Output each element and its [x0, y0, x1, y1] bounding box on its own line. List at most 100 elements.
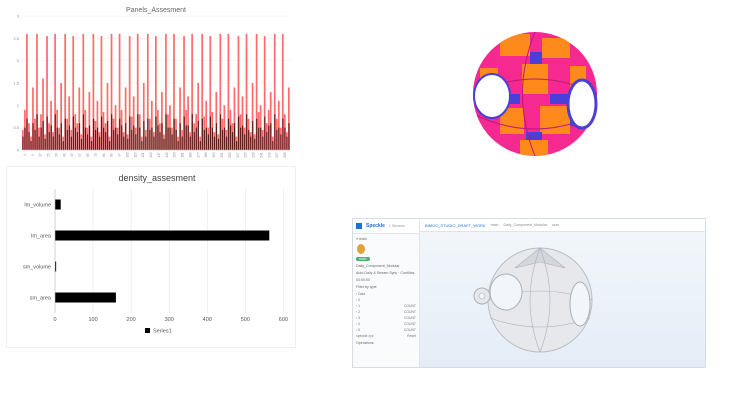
x-tick-label: 265: [283, 152, 287, 158]
viewer-canvas[interactable]: [420, 232, 705, 367]
bar-series2: [217, 138, 220, 150]
branch-pill[interactable]: main: [356, 257, 370, 261]
bar-series1: [277, 100, 280, 150]
bar-series2: [32, 123, 34, 150]
footer-left[interactable]: speckle.xyz: [356, 334, 374, 338]
bar-series2: [195, 127, 197, 150]
bar-series1: [136, 33, 139, 150]
x-tick-label: 1: [23, 154, 27, 156]
bar-series2: [26, 118, 28, 150]
bar-series1: [88, 91, 91, 150]
tree-row-value: COUNT: [403, 316, 416, 320]
bar-series2: [30, 141, 32, 150]
bar-series2: [137, 114, 139, 150]
bar-series2: [207, 134, 209, 150]
x-tick-label: 105: [125, 152, 129, 158]
bar-series1: [161, 91, 163, 150]
bar-series2: [280, 134, 282, 150]
x-tick-label: 33: [54, 153, 58, 157]
footer-right[interactable]: Reset: [407, 334, 416, 338]
bar-series2: [70, 136, 72, 150]
bar-series1: [78, 87, 81, 150]
bar-series2: [143, 120, 145, 150]
bar-series2: [221, 129, 224, 150]
bar-series2: [46, 116, 48, 150]
bar-series1: [150, 100, 153, 150]
panels-assesment-svg: Panels_Assesment 0 0.5 1 1.5 2 2.5 3 1 9 17 25 33 41 4…: [13, 7, 290, 158]
tree-row[interactable]: › 4 COUNT: [356, 322, 416, 326]
object-tree: › Data › 0 › 1 COUNT › 2 COUNT › 3 COUNT › 4 COUN…: [353, 292, 419, 332]
tree-row[interactable]: › Data: [356, 292, 416, 296]
tree-row-label: › 3: [356, 316, 360, 320]
breadcrumb-branch[interactable]: main: [490, 223, 499, 227]
bar-series2: [179, 123, 181, 150]
x-tick-label: 169: [188, 152, 192, 158]
avatar[interactable]: [357, 244, 365, 254]
bar-series1: [82, 33, 85, 150]
tree-row[interactable]: › 1 COUNT: [356, 304, 416, 308]
x-tick-label: 257: [275, 152, 279, 158]
bar-series2: [78, 123, 81, 150]
bar-series2: [215, 123, 218, 150]
bar-series2: [231, 132, 234, 150]
bar-series2: [191, 114, 193, 150]
y-tick-label: 1: [17, 103, 20, 108]
bar-series2: [151, 127, 153, 150]
bar-series2: [54, 114, 56, 150]
bar-series2: [121, 125, 123, 150]
stream-selector[interactable]: ≡ main: [356, 237, 367, 241]
bar-series2: [58, 134, 60, 150]
bar-series1: [183, 36, 185, 150]
tree-row[interactable]: › 3 COUNT: [356, 316, 416, 320]
bar-series1: [251, 83, 254, 150]
bar-series2: [62, 141, 64, 150]
bar-series2: [135, 134, 137, 150]
bar-series2: [115, 127, 117, 150]
bar-series2: [68, 125, 70, 150]
bar-series2: [113, 129, 115, 150]
tree-row[interactable]: › 0: [356, 298, 416, 302]
bar-sm_area: [55, 292, 116, 303]
tree-row[interactable]: › 2 COUNT: [356, 310, 416, 314]
x-tick-label: 129: [149, 152, 153, 158]
bar-series1: [118, 33, 121, 150]
bar-series2: [105, 132, 107, 150]
bar-series2: [40, 127, 42, 150]
tree-row-label: › 2: [356, 310, 360, 314]
bar-series2: [254, 138, 256, 150]
tree-row-label: › 4: [356, 322, 360, 326]
bar-series2: [268, 125, 270, 150]
breadcrumb-file[interactable]: Daily_Component_Modular: [503, 223, 548, 227]
bar-series1: [263, 36, 266, 150]
breadcrumb-stream[interactable]: BIMOC_STUDIO_DRAFT_WORK: [425, 222, 486, 228]
x-tick-label: 201: [220, 152, 224, 158]
bar-series2: [233, 123, 236, 150]
bar-series2: [225, 136, 228, 150]
bar-series1: [110, 33, 113, 150]
brand-sub: 1 Streams: [388, 224, 405, 228]
bar-series2: [260, 127, 262, 150]
bar-series1: [96, 100, 99, 150]
bar-series2: [248, 129, 250, 150]
bar-series2: [270, 123, 272, 150]
tree-row-value: COUNT: [403, 322, 416, 326]
x-tick-label: 137: [157, 152, 161, 158]
x-tick-label: 225: [244, 152, 248, 158]
bar-series2: [149, 129, 151, 150]
bar-series1: [219, 33, 222, 150]
bar-series1: [215, 91, 218, 150]
x-tick-label: 500: [241, 317, 250, 323]
bar-series2: [129, 116, 131, 150]
bar-series2: [56, 127, 58, 150]
bar-series2: [38, 136, 40, 150]
bar-series2: [240, 127, 242, 150]
footer-operations[interactable]: Operations: [356, 341, 374, 345]
bar-series2: [161, 123, 163, 150]
filter-label[interactable]: Filter by type: [356, 285, 377, 289]
bar-series1: [128, 36, 131, 150]
breadcrumb-user[interactable]: user: [552, 223, 560, 227]
tree-row[interactable]: › 5 COUNT: [356, 328, 416, 332]
bar-series1: [201, 33, 204, 150]
x-tick-label: 177: [196, 152, 200, 158]
bar-series2: [284, 127, 286, 150]
